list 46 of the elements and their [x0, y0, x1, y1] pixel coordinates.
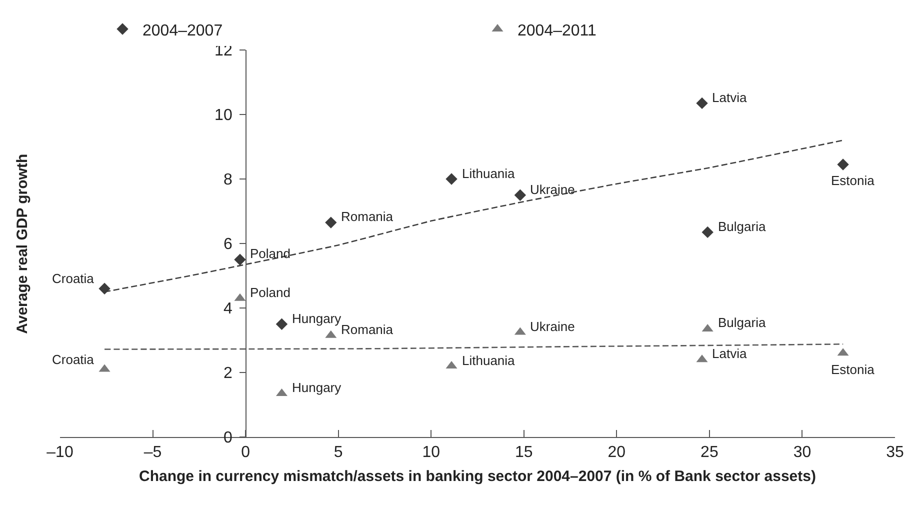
x-tick-label: 10	[422, 444, 440, 462]
annotation: Croatia	[52, 271, 95, 286]
x-tick-label: 35	[886, 444, 904, 462]
annotation: Hungary	[292, 311, 342, 326]
annotation: Romania	[341, 209, 394, 224]
annotation: Latvia	[712, 346, 748, 361]
annotation: Estonia	[831, 362, 876, 377]
annotation: Poland	[250, 246, 290, 261]
point	[837, 158, 849, 170]
x-tick-label: –5	[144, 444, 162, 462]
point	[514, 189, 526, 201]
x-tick-label: 25	[700, 444, 718, 462]
annotation: Romania	[341, 322, 394, 337]
point	[696, 97, 708, 110]
point	[234, 254, 246, 266]
annotation: Ukraine	[530, 319, 575, 334]
x-tick-label: 0	[241, 444, 250, 462]
legend-label: 2004–2007	[142, 22, 223, 40]
y-tick-label: 6	[223, 236, 232, 254]
annotation: Hungary	[292, 380, 342, 395]
point	[446, 173, 458, 185]
x-tick-label: 20	[608, 444, 626, 462]
x-axis-title: Change in currency mismatch/assets in banking sector 2004–2007 (in % of Bank sector assets)	[139, 468, 816, 486]
point	[98, 282, 110, 294]
y-tick-label: 8	[223, 172, 232, 189]
x-tick-label: –10	[46, 444, 74, 462]
point	[276, 318, 288, 330]
y-axis-title: Average real GDP growth	[14, 154, 31, 334]
x-tick-label: 30	[793, 444, 812, 462]
legend-label: 2004–2011	[518, 22, 596, 40]
annotation: Croatia	[52, 352, 95, 367]
y-tick-label: 4	[223, 300, 232, 318]
x-tick-label: 15	[514, 444, 533, 462]
y-tick-label: 2	[223, 365, 232, 382]
y-tick-label: 10	[214, 107, 232, 124]
point	[325, 216, 337, 228]
annotation: Poland	[250, 285, 290, 300]
annotation: Ukraine	[530, 182, 575, 197]
annotation: Estonia	[831, 173, 876, 188]
annotation: Bulgaria	[718, 219, 766, 234]
annotation: Lithuania	[462, 353, 516, 368]
annotation: Lithuania	[462, 166, 516, 181]
x-tick-label: 5	[334, 444, 343, 462]
annotation: Bulgaria	[718, 315, 766, 330]
point	[702, 226, 714, 238]
annotation: Latvia	[712, 90, 748, 105]
